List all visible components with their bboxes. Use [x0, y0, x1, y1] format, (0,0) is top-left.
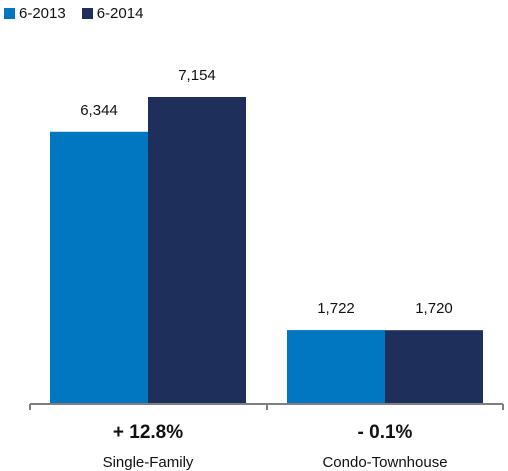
change-label-condo-townhouse: - 0.1% [358, 422, 413, 443]
bar-single-family-6-2013 [50, 131, 148, 404]
legend-label-2013: 6-2013 [19, 5, 66, 22]
legend-item-2014: 6-2014 [81, 5, 144, 22]
bar-single-family-6-2014 [148, 97, 246, 404]
category-label-condo-townhouse: Condo-Townhouse [322, 454, 447, 471]
bar-condo-townhouse-6-2013 [287, 330, 385, 404]
legend-label-2014: 6-2014 [96, 5, 144, 22]
legend-item-2013: 6-2013 [4, 5, 66, 22]
value-label-single-family-6-2014: 7,154 [178, 67, 216, 84]
legend-swatch-2013 [4, 8, 15, 19]
value-label-single-family-6-2013: 6,344 [80, 102, 118, 119]
value-label-condo-townhouse-6-2014: 1,720 [415, 300, 453, 317]
value-label-condo-townhouse-6-2013: 1,722 [317, 300, 355, 317]
legend-swatch-2014 [81, 8, 93, 19]
legend: 6-2013 6-2014 [4, 5, 159, 22]
bar-condo-townhouse-6-2014 [385, 330, 483, 404]
change-label-single-family: + 12.8% [113, 422, 183, 443]
category-label-single-family: Single-Family [103, 454, 194, 471]
